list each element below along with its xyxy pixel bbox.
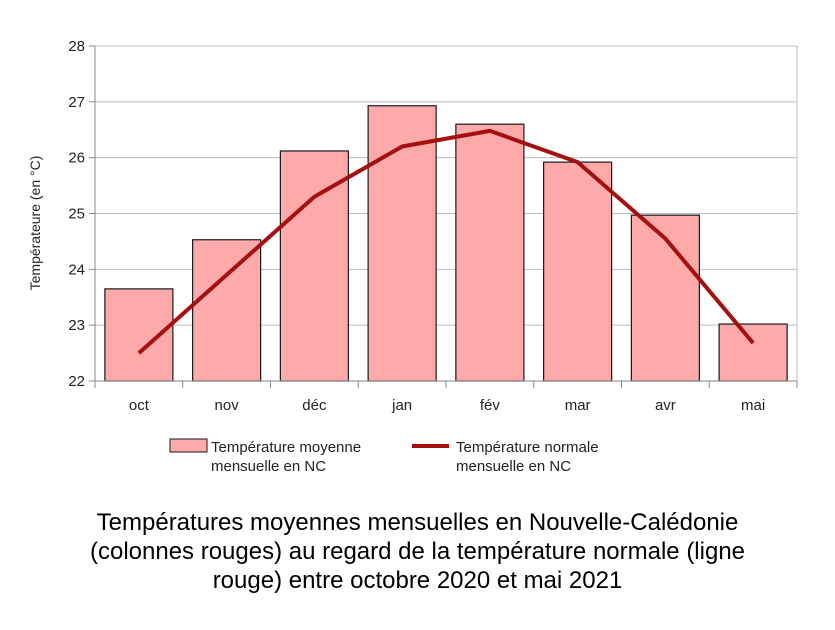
bar-mai <box>718 323 788 382</box>
y-tick-label: 25 <box>68 206 85 223</box>
bar-nov <box>192 239 262 382</box>
bar-avr <box>630 214 700 382</box>
bar-oct <box>104 288 174 382</box>
y-tick-label: 23 <box>68 317 85 334</box>
y-tick-label: 27 <box>68 94 85 111</box>
bar-fév <box>455 123 525 382</box>
bar-déc <box>279 150 349 382</box>
legend-label-bar-line2: mensuelle en NC <box>211 458 326 475</box>
legend-swatch-bar <box>169 438 208 453</box>
x-tick-label: déc <box>302 397 327 414</box>
legend-label-bar-line1: Température moyenne <box>211 439 361 456</box>
caption-line-1: Températures moyennes mensuelles en Nouv… <box>96 509 739 536</box>
chart-caption: Températures moyennes mensuelles en Nouv… <box>0 508 835 595</box>
bar-mar <box>543 161 613 382</box>
normal-temperature-line-group <box>137 128 755 355</box>
y-tick-labels: 22 23 24 25 26 27 28 <box>68 38 85 390</box>
normal-temperature-line <box>137 128 755 355</box>
legend: Température moyenne mensuelle en NC Temp… <box>169 438 599 475</box>
bars <box>104 105 788 382</box>
x-tick-label: oct <box>129 397 150 414</box>
x-tick-label: nov <box>215 397 240 414</box>
x-tick-label: mar <box>565 397 591 414</box>
y-tick-label: 22 <box>68 373 85 390</box>
caption-line-2: (colonnes rouges) au regard de la tempér… <box>89 538 746 565</box>
y-axis-title: Températeure (en °C) <box>27 156 43 291</box>
x-tick-label: fév <box>480 397 501 414</box>
axes <box>89 45 798 388</box>
bar-jan <box>367 105 437 382</box>
x-tick-label: avr <box>655 397 676 414</box>
caption-line-3: rouge) entre octobre 2020 et mai 2021 <box>212 567 623 594</box>
y-tick-label: 24 <box>68 261 85 278</box>
x-tick-labels: oct nov déc jan fév mar avr mai <box>129 397 765 414</box>
legend-label-line-line2: mensuelle en NC <box>456 458 571 475</box>
legend-label-line-line1: Température normale <box>456 439 599 456</box>
y-tick-label: 28 <box>68 38 85 55</box>
y-tick-label: 26 <box>68 150 85 167</box>
x-tick-label: mai <box>741 397 765 414</box>
x-tick-label: jan <box>391 397 412 414</box>
